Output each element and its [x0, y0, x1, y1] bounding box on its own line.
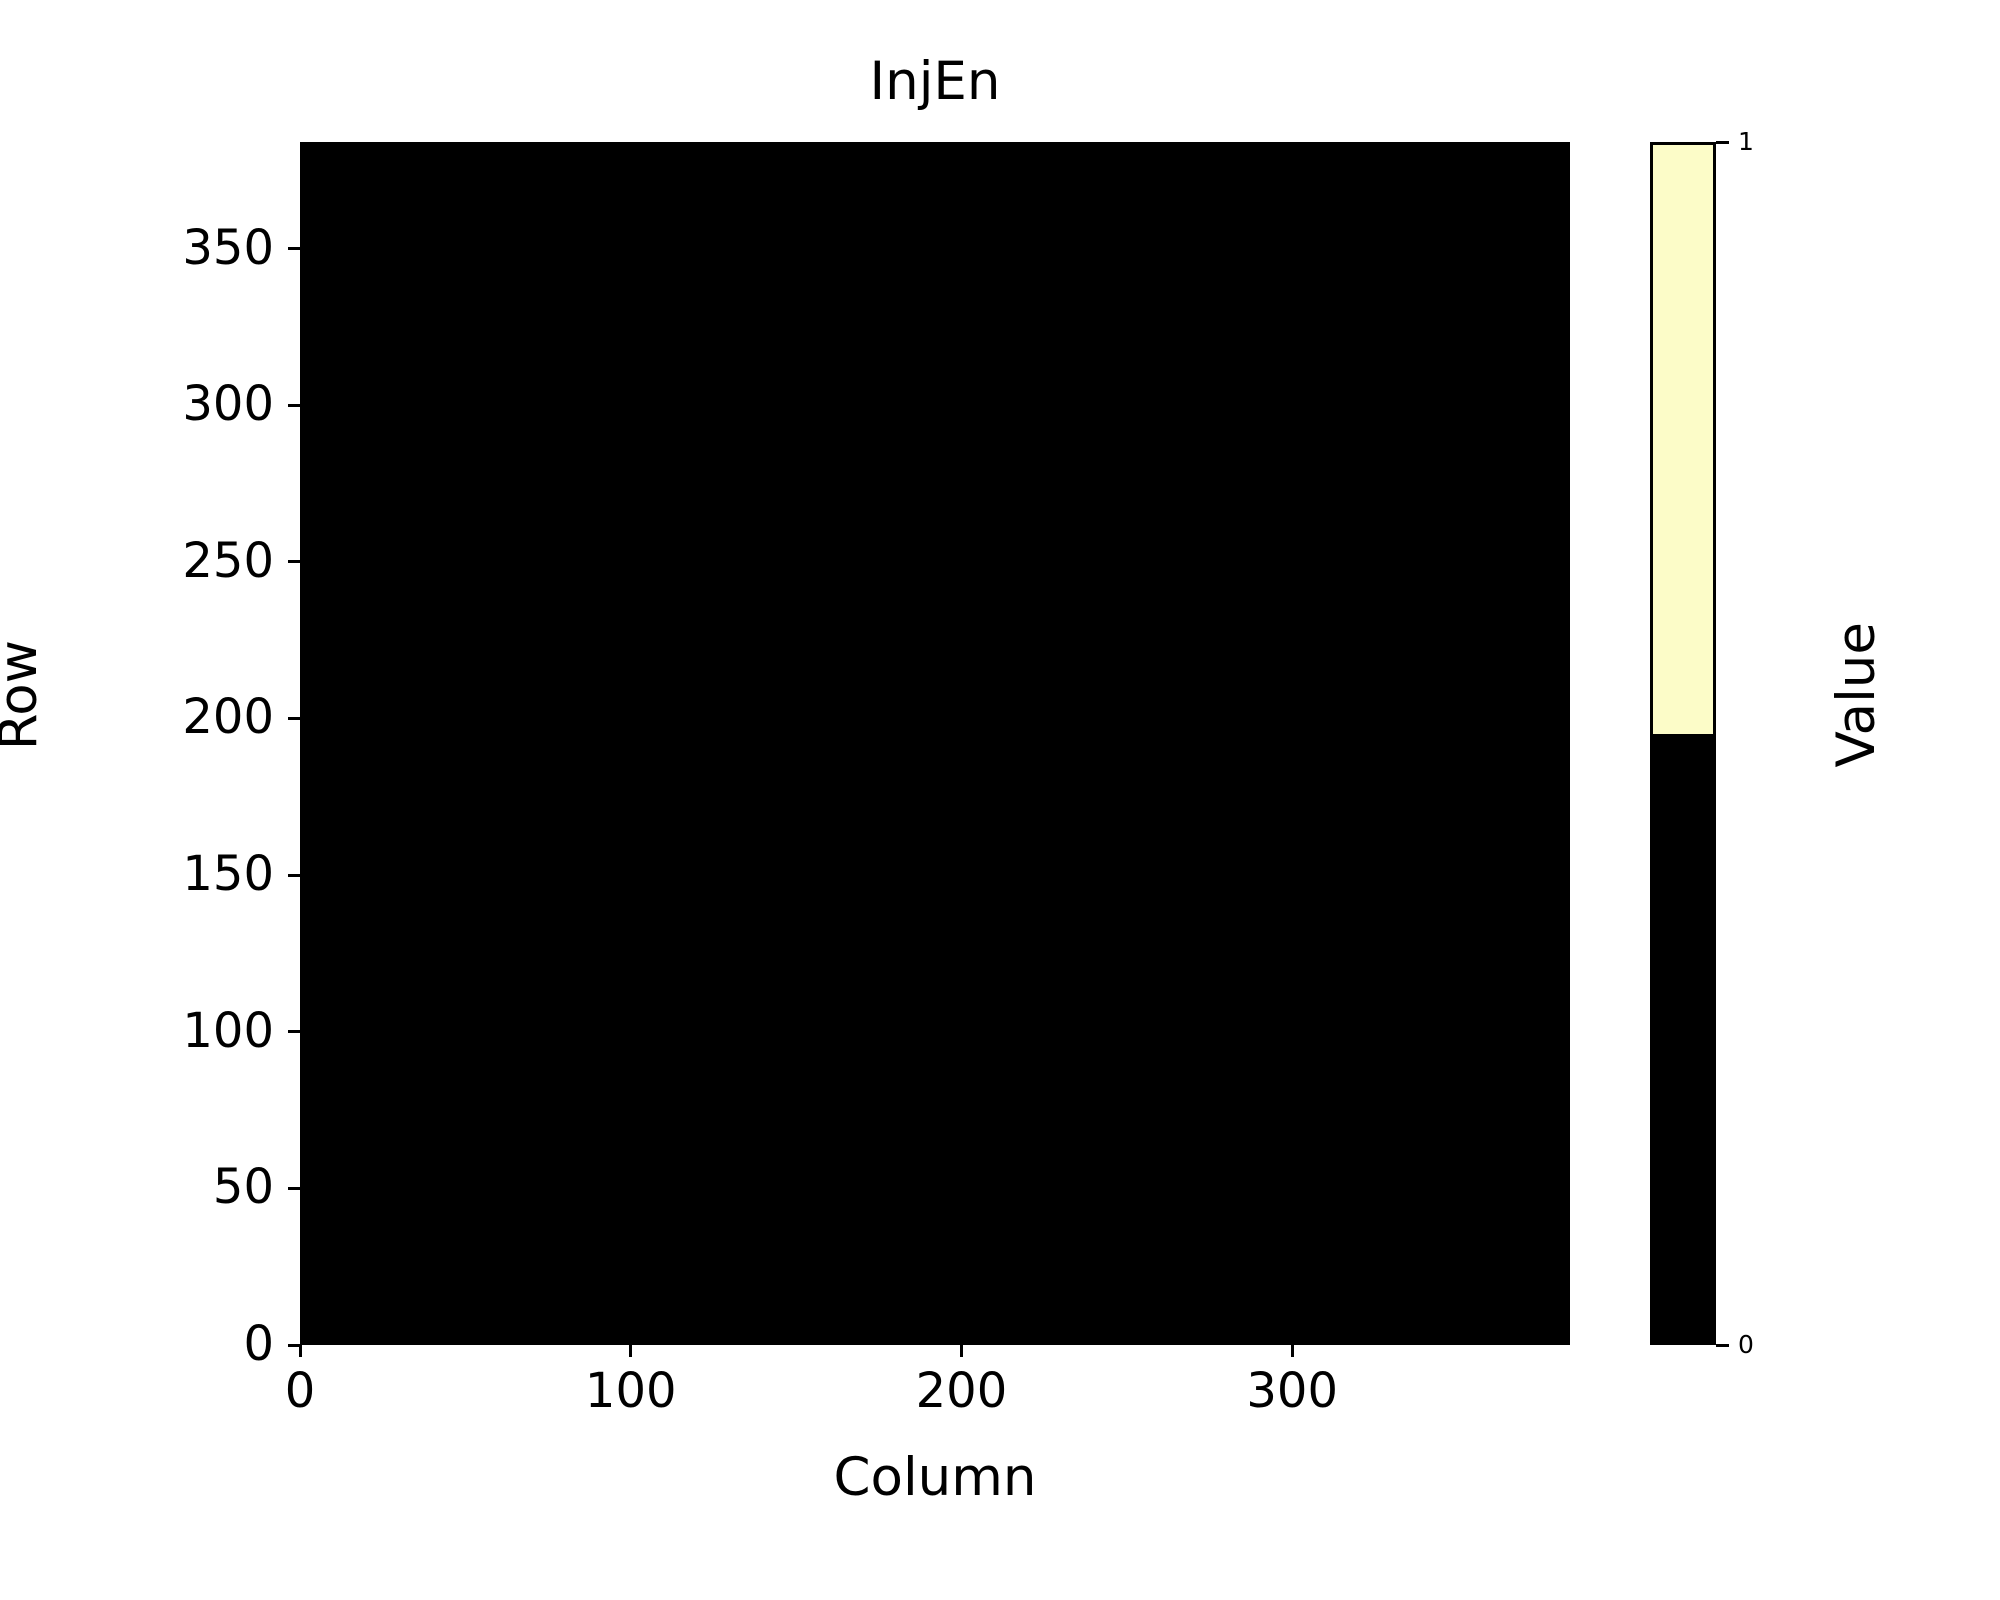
y-tick-label: 300 — [182, 376, 274, 433]
y-tick-label: 0 — [243, 1316, 274, 1372]
y-tick-mark — [288, 403, 300, 407]
y-tick-label: 200 — [182, 689, 274, 746]
y-tick-label: 50 — [212, 1159, 274, 1216]
y-tick-label: 250 — [182, 532, 274, 589]
y-tick-mark — [288, 560, 300, 564]
x-tick-label: 300 — [1246, 1363, 1338, 1419]
x-tick-mark — [629, 1345, 633, 1357]
heatmap-plot-area[interactable] — [300, 142, 1570, 1345]
y-tick-mark — [288, 247, 300, 251]
y-tick-mark — [288, 873, 300, 877]
x-tick-label: 100 — [584, 1363, 677, 1419]
x-tick-label: 200 — [915, 1363, 1008, 1419]
colorbar-tick-label: 1 — [1738, 127, 1754, 156]
chart-title: InjEn — [869, 51, 1001, 112]
y-tick-label: 100 — [182, 1002, 274, 1059]
colorbar-label: Value — [1826, 622, 1887, 768]
colorbar[interactable] — [1650, 142, 1716, 1345]
colorbar-segment-high — [1653, 145, 1713, 734]
x-tick-mark — [1290, 1345, 1294, 1357]
y-tick-mark — [288, 1186, 300, 1190]
y-tick-mark — [288, 1343, 300, 1347]
colorbar-tick-mark — [1716, 1343, 1729, 1347]
heatmap-image — [300, 142, 1570, 1345]
y-tick-label: 350 — [182, 219, 274, 276]
colorbar-gradient — [1650, 142, 1716, 1345]
colorbar-segment-low — [1653, 733, 1713, 1342]
x-axis-label: Column — [833, 1447, 1037, 1508]
colorbar-tick-label: 0 — [1738, 1330, 1754, 1359]
y-tick-label: 150 — [182, 846, 274, 903]
x-tick-mark — [959, 1345, 963, 1357]
x-tick-mark — [298, 1345, 302, 1357]
y-tick-mark — [288, 1030, 300, 1034]
colorbar-tick-mark — [1716, 140, 1729, 144]
x-tick-label: 0 — [284, 1363, 316, 1419]
y-tick-mark — [288, 716, 300, 720]
